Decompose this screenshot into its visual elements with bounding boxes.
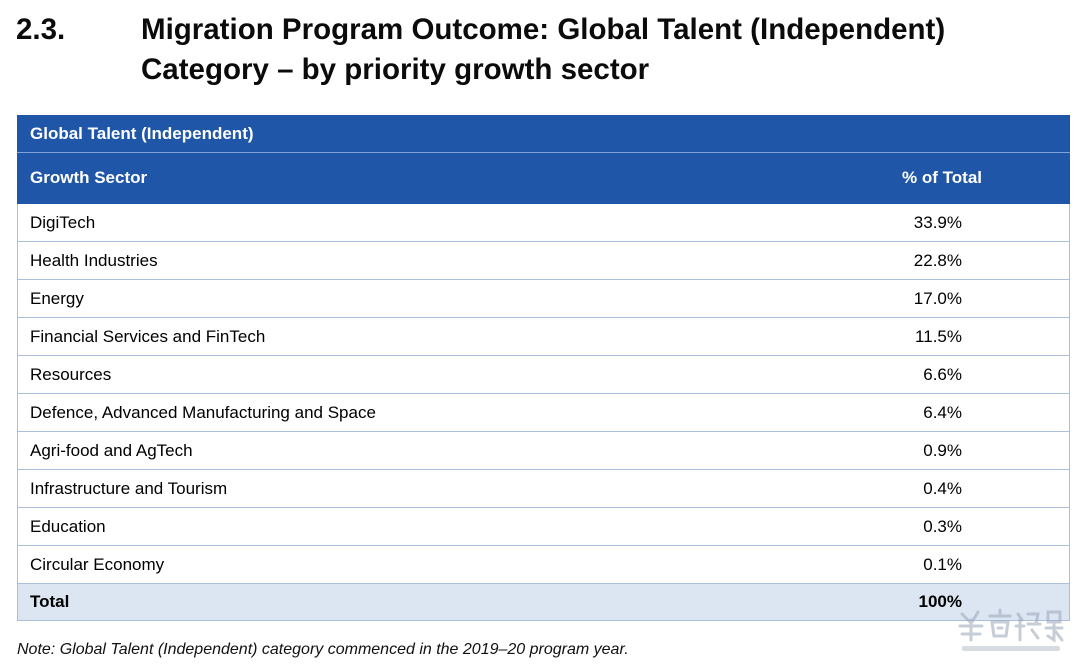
- category-header: Global Talent (Independent): [17, 115, 1070, 153]
- category-header-row: Global Talent (Independent): [17, 115, 1070, 153]
- column-header-percent: % of Total: [842, 152, 1070, 204]
- sector-percent: 22.8%: [842, 241, 1070, 280]
- column-header-row: Growth Sector % of Total: [17, 152, 1070, 204]
- table-row: Financial Services and FinTech 11.5%: [17, 317, 1070, 356]
- section-title: Migration Program Outcome: Global Talent…: [141, 13, 946, 86]
- sector-name: DigiTech: [17, 203, 842, 242]
- sector-name: Defence, Advanced Manufacturing and Spac…: [17, 393, 842, 432]
- sector-name: Health Industries: [17, 241, 842, 280]
- growth-sector-table: Global Talent (Independent) Growth Secto…: [17, 115, 1070, 621]
- table-row: DigiTech 33.9%: [17, 203, 1070, 242]
- table-row: Agri-food and AgTech 0.9%: [17, 431, 1070, 470]
- table-row: Defence, Advanced Manufacturing and Spac…: [17, 393, 1070, 432]
- table-row: Resources 6.6%: [17, 355, 1070, 394]
- sector-percent: 6.4%: [842, 393, 1070, 432]
- sector-name: Energy: [17, 279, 842, 318]
- watermark-logo-icon: [958, 608, 1064, 651]
- table-row: Education 0.3%: [17, 507, 1070, 546]
- column-header-sector: Growth Sector: [17, 152, 842, 204]
- table-row: Infrastructure and Tourism 0.4%: [17, 469, 1070, 508]
- table-row: Circular Economy 0.1%: [17, 545, 1070, 584]
- table-row: Energy 17.0%: [17, 279, 1070, 318]
- total-label: Total: [17, 583, 842, 621]
- total-row: Total 100%: [17, 583, 1070, 621]
- sector-percent: 33.9%: [842, 203, 1070, 242]
- sector-name: Infrastructure and Tourism: [17, 469, 842, 508]
- sector-percent: 0.3%: [842, 507, 1070, 546]
- sector-percent: 0.1%: [842, 545, 1070, 584]
- sector-name: Circular Economy: [17, 545, 842, 584]
- sector-name: Resources: [17, 355, 842, 394]
- sector-percent: 0.9%: [842, 431, 1070, 470]
- sector-name: Education: [17, 507, 842, 546]
- sector-name: Agri-food and AgTech: [17, 431, 842, 470]
- sector-name: Financial Services and FinTech: [17, 317, 842, 356]
- sector-percent: 6.6%: [842, 355, 1070, 394]
- total-percent: 100%: [842, 583, 1070, 621]
- sector-percent: 0.4%: [842, 469, 1070, 508]
- section-number: 2.3.: [16, 13, 66, 46]
- sector-percent: 11.5%: [842, 317, 1070, 356]
- table-row: Health Industries 22.8%: [17, 241, 1070, 280]
- sector-percent: 17.0%: [842, 279, 1070, 318]
- table-note: Note: Global Talent (Independent) catego…: [17, 641, 629, 658]
